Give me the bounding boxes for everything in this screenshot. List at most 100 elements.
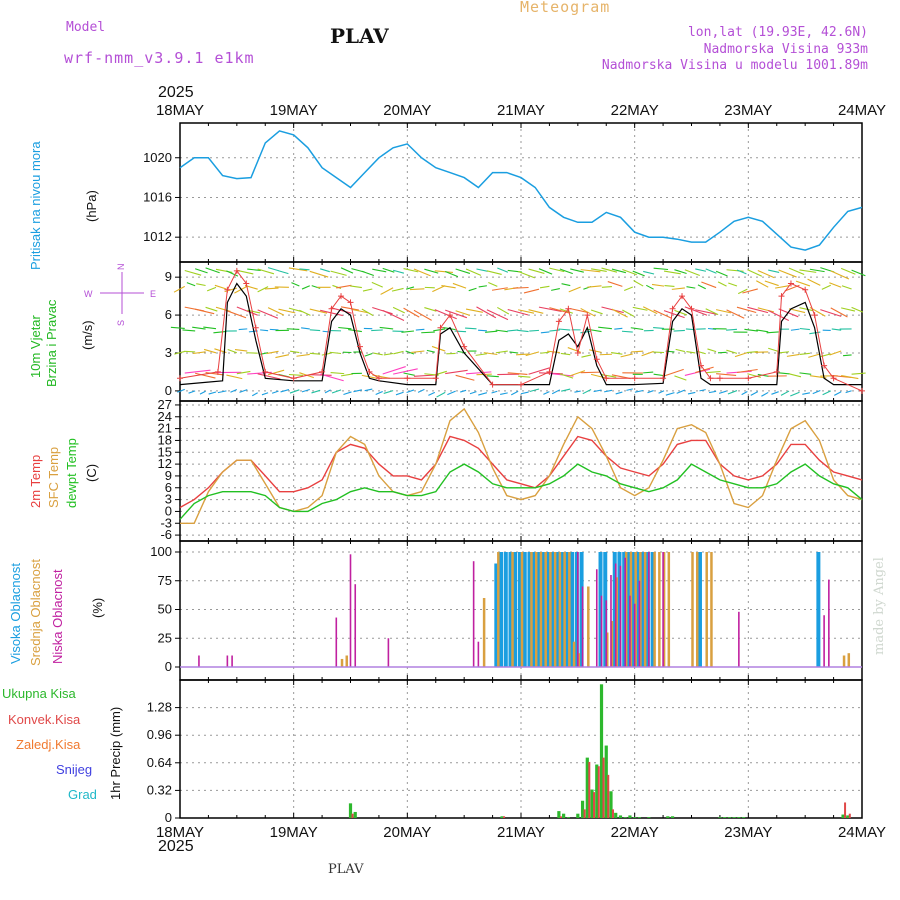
y-tick-label: 12 [158, 456, 172, 471]
wind-arrow [611, 268, 627, 274]
gust-marker [177, 375, 183, 382]
precip-bar [723, 817, 727, 818]
cloud-bar [695, 552, 699, 667]
gust-marker [603, 375, 610, 382]
cloud-bar [643, 552, 647, 667]
wind-arrow [510, 390, 519, 396]
wind-arrow [771, 391, 779, 395]
wind-arrow [549, 329, 560, 332]
wind-arrow [717, 351, 727, 354]
cloud-panel: 0 25 50 75 100 [150, 540, 863, 681]
y-tick-label: 3 [165, 345, 172, 360]
wind-arrow [395, 391, 404, 396]
wind-arrow [301, 327, 310, 330]
wind-arrow [795, 280, 811, 287]
wind-arrow [841, 285, 852, 290]
precip-bar [595, 764, 599, 818]
wind-arrow [478, 392, 488, 396]
y-tick-label: 21 [158, 421, 172, 436]
precip-bar [351, 813, 354, 818]
wind-arrow [808, 353, 821, 358]
cloud-bar [622, 552, 627, 667]
cloud-bar [577, 552, 579, 667]
wind-arrow [343, 391, 352, 396]
y-tick-label: 1012 [143, 229, 172, 244]
y-tick-label: -3 [160, 515, 172, 530]
wind-arrow [497, 306, 510, 315]
wind-arrow [340, 373, 353, 377]
wind-arrow [632, 306, 648, 311]
wind-arrow [559, 268, 573, 275]
wind-arrow [653, 309, 673, 319]
gust-marker [290, 375, 297, 382]
wind-panel: 0 3 6 9 [165, 261, 866, 402]
cloud-bar [624, 557, 626, 667]
wind-arrow [715, 270, 728, 277]
cloud-bar [610, 621, 614, 667]
precip-bar [580, 800, 585, 818]
wind-arrow [580, 371, 601, 374]
wind-arrow [445, 271, 459, 278]
wind-arrow [507, 309, 529, 316]
wind-arrow [309, 270, 329, 278]
wind-arrow [757, 269, 775, 279]
legend-zaledj: Zaledj.Kisa [16, 737, 81, 752]
cloud-bar [555, 552, 560, 667]
wind-arrow [641, 350, 654, 357]
y-tick-label: 1.28 [147, 700, 172, 715]
wind-arrow [371, 281, 383, 288]
wind-gust-line [179, 269, 863, 392]
panel-frame [179, 400, 863, 542]
wind-arrow [495, 350, 508, 354]
wind-arrow [582, 388, 592, 395]
wind-arrow [424, 307, 437, 312]
cloud-bar [641, 552, 646, 667]
wind-arrow [757, 307, 775, 313]
date-label: 24MAY [838, 102, 886, 119]
wind-arrow [383, 352, 394, 356]
cloud-bar [546, 552, 551, 667]
wind-arrow [320, 373, 344, 382]
wind-arrow [707, 348, 717, 353]
wind-arrow [528, 268, 545, 274]
wind-arrow [299, 268, 310, 271]
cloud-bar [619, 565, 622, 667]
wind-arrow [208, 391, 217, 395]
cloud-bar [648, 552, 650, 667]
wind-arrow [633, 280, 644, 287]
wind-arrow [199, 390, 206, 395]
y-tick-label: 0.64 [147, 755, 172, 770]
wind-arrow [520, 391, 529, 395]
wind-arrow [478, 329, 487, 332]
cloud-bar [710, 552, 713, 667]
cloud-bar [653, 552, 656, 667]
date-label: 21MAY [497, 102, 545, 119]
gust-marker [356, 343, 363, 350]
gust-marker [688, 305, 695, 312]
cloud-bar [617, 552, 622, 667]
cloud-bar [610, 575, 612, 667]
cloud-bar [572, 641, 576, 667]
wind-arrow [447, 390, 456, 396]
gust-marker [366, 368, 373, 375]
cloud-bar [536, 552, 541, 667]
wind-arrow [538, 306, 562, 312]
precip-bar [666, 816, 670, 818]
wind-arrow [405, 350, 415, 355]
wind-arrow [684, 306, 708, 316]
wind-arrow [301, 388, 310, 393]
wind-arrow [708, 390, 717, 394]
gust-marker [432, 375, 439, 382]
gust-marker [811, 312, 818, 319]
cloud-bar [335, 617, 338, 667]
wind-arrow [747, 373, 761, 378]
wind-arrow [411, 350, 425, 353]
wind-arrow [382, 366, 406, 375]
wind-arrow [559, 373, 574, 379]
wind-arrow [737, 288, 748, 295]
wind-arrow [775, 285, 790, 289]
cloud-bar [691, 552, 694, 667]
wind-arrow [331, 389, 342, 394]
gust-marker [745, 375, 752, 382]
